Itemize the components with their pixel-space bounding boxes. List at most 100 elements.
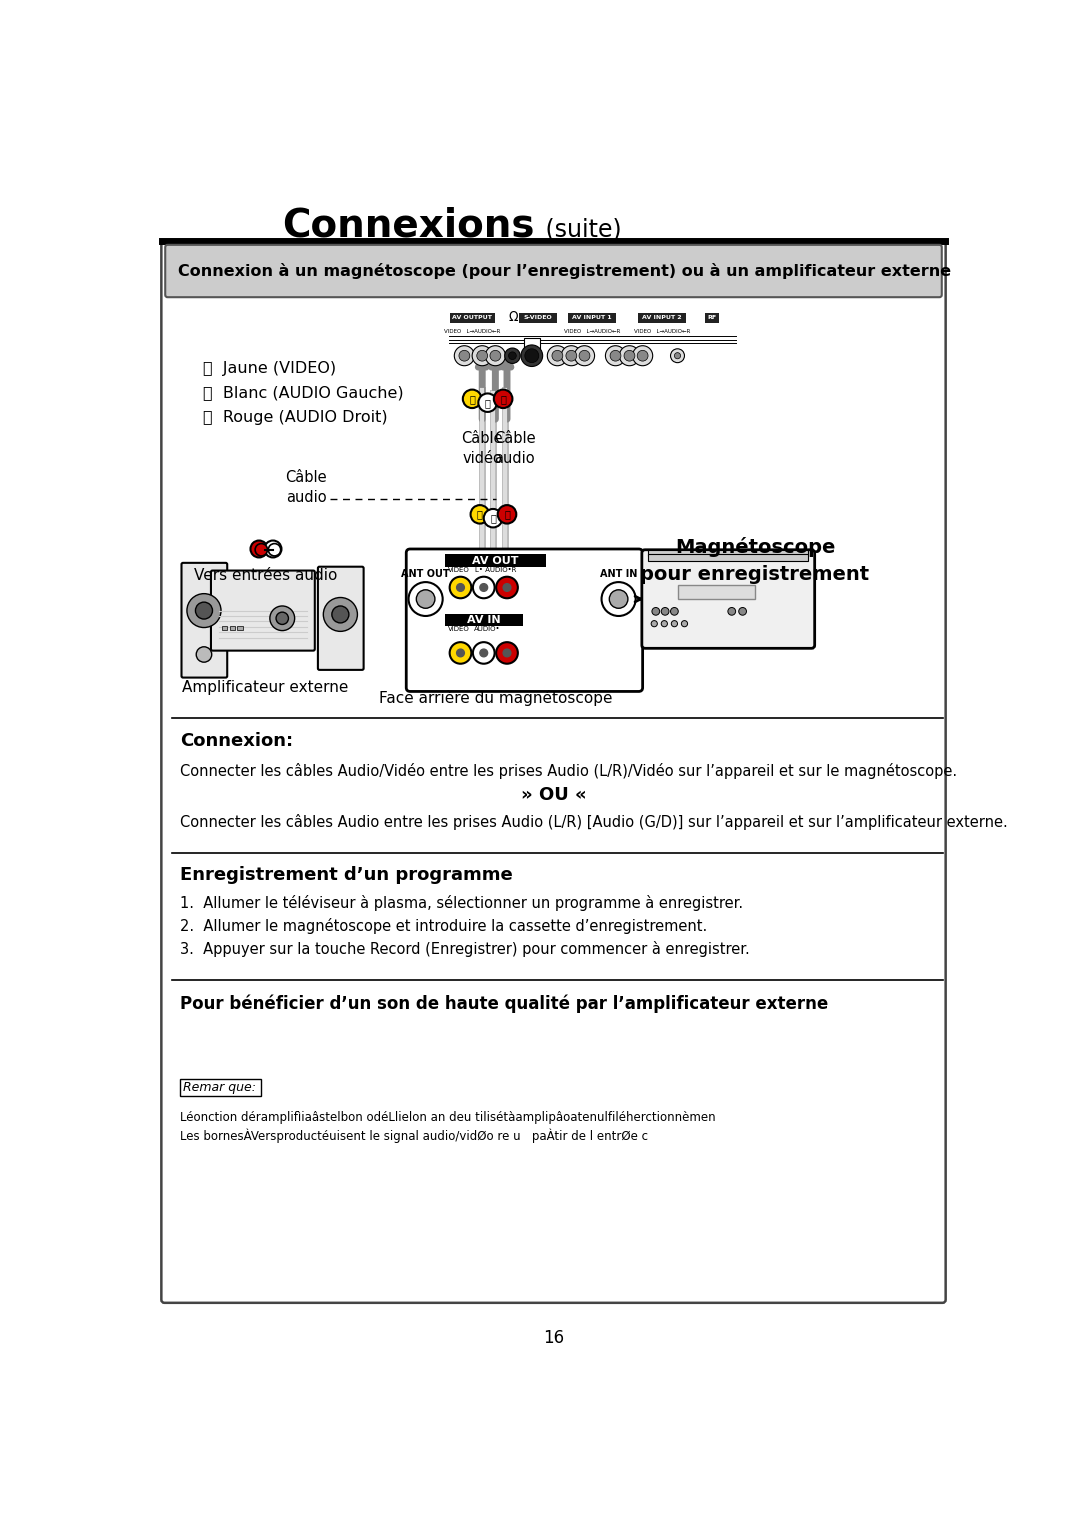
Bar (648, 550, 809, 556)
Circle shape (728, 608, 735, 615)
Text: 16: 16 (543, 1328, 564, 1347)
Text: VIDEO   L→AUDIO←R: VIDEO L→AUDIO←R (634, 330, 690, 334)
Circle shape (457, 649, 464, 657)
FancyBboxPatch shape (211, 571, 314, 651)
Bar (449, 313, 495, 324)
Text: Câble
audio: Câble audio (285, 470, 327, 505)
Circle shape (268, 544, 281, 556)
Bar (221, 626, 227, 629)
Circle shape (251, 541, 268, 557)
Text: Connecter les câbles Audio/Vidéo entre les prises Audio (L/R)/Vidéo sur l’appare: Connecter les câbles Audio/Vidéo entre l… (180, 764, 957, 779)
Circle shape (624, 350, 635, 360)
Circle shape (671, 348, 685, 362)
Circle shape (463, 389, 482, 408)
Text: VIDEO   L→AUDIO←R: VIDEO L→AUDIO←R (444, 330, 500, 334)
FancyBboxPatch shape (318, 567, 364, 670)
Text: (suite): (suite) (538, 217, 622, 241)
Text: RF: RF (707, 316, 717, 321)
Circle shape (606, 345, 625, 366)
Text: ⓦ: ⓦ (490, 513, 496, 524)
Text: AV IN: AV IN (467, 615, 500, 625)
Text: L• AUDIO•R: L• AUDIO•R (475, 567, 516, 573)
Circle shape (579, 350, 590, 360)
Bar (677, 585, 755, 599)
Bar (519, 313, 556, 324)
Text: Connexion à un magnétoscope (pour l’enregistrement) ou à un amplificateur extern: Connexion à un magnétoscope (pour l’enre… (177, 263, 950, 279)
Bar (445, 554, 545, 567)
Circle shape (661, 608, 669, 615)
Text: Connexions: Connexions (282, 206, 535, 244)
Circle shape (503, 649, 511, 657)
Circle shape (496, 577, 517, 599)
Circle shape (494, 389, 512, 408)
Bar (230, 626, 235, 629)
Bar (445, 614, 523, 626)
Text: VIDEO: VIDEO (448, 626, 470, 632)
Circle shape (610, 350, 621, 360)
Text: Amplificateur externe: Amplificateur externe (183, 680, 349, 695)
Circle shape (548, 345, 567, 366)
Circle shape (681, 620, 688, 626)
Circle shape (671, 608, 678, 615)
Circle shape (525, 348, 539, 362)
Text: ⓡ  Rouge (AUDIO Droit): ⓡ Rouge (AUDIO Droit) (203, 409, 388, 425)
Circle shape (496, 643, 517, 664)
Circle shape (195, 602, 213, 618)
Text: Remar que:: Remar que: (183, 1081, 256, 1093)
Text: S-VIDEO: S-VIDEO (524, 316, 552, 321)
Text: 1.  Allumer le téléviseur à plasma, sélectionner un programme à enregistrer.: 1. Allumer le téléviseur à plasma, sélec… (180, 895, 743, 912)
Circle shape (455, 345, 474, 366)
Text: ⓨ: ⓨ (469, 394, 475, 403)
Circle shape (484, 508, 502, 527)
Circle shape (602, 582, 636, 615)
FancyBboxPatch shape (161, 240, 946, 1303)
Bar (238, 626, 243, 629)
Circle shape (485, 345, 505, 366)
Text: VIDEO: VIDEO (448, 567, 470, 573)
Circle shape (476, 350, 488, 360)
Text: AV OUTPUT: AV OUTPUT (453, 316, 492, 321)
Circle shape (276, 612, 288, 625)
Bar (180, 1078, 261, 1096)
Circle shape (503, 583, 511, 591)
Circle shape (651, 620, 658, 626)
Text: Magnétoscope
pour enregistrement: Magnétoscope pour enregistrement (640, 538, 869, 583)
Text: ⓡ: ⓡ (504, 510, 510, 519)
Circle shape (661, 620, 667, 626)
Text: 3.  Appuyer sur la touche Record (Enregistrer) pour commencer à enregistrer.: 3. Appuyer sur la touche Record (Enregis… (180, 941, 750, 957)
Text: AV OUT: AV OUT (472, 556, 518, 565)
Text: Câble
audio: Câble audio (494, 432, 536, 466)
Text: » OU «: » OU « (521, 786, 586, 805)
Circle shape (674, 353, 680, 359)
Circle shape (332, 606, 349, 623)
Circle shape (575, 345, 595, 366)
Text: Enregistrement d’un programme: Enregistrement d’un programme (180, 866, 513, 884)
Circle shape (472, 345, 492, 366)
Text: AUDIO•: AUDIO• (474, 626, 501, 632)
Circle shape (473, 577, 495, 599)
Circle shape (457, 583, 464, 591)
Bar (568, 313, 617, 324)
Text: AV INPUT 2: AV INPUT 2 (643, 316, 681, 321)
Circle shape (633, 345, 652, 366)
Circle shape (509, 351, 516, 359)
Text: Câble
vidéo: Câble vidéo (461, 432, 503, 466)
Circle shape (187, 594, 221, 628)
Circle shape (504, 348, 521, 363)
Circle shape (521, 345, 542, 366)
Circle shape (408, 582, 443, 615)
Circle shape (270, 606, 295, 631)
Text: Pour bénéficier d’un son de haute qualité par l’amplificateur externe: Pour bénéficier d’un son de haute qualit… (180, 994, 828, 1012)
FancyBboxPatch shape (642, 550, 814, 649)
Circle shape (480, 649, 488, 657)
Text: ⓦ  Blanc (AUDIO Gauche): ⓦ Blanc (AUDIO Gauche) (203, 385, 404, 400)
Circle shape (255, 544, 268, 556)
Circle shape (672, 620, 677, 626)
Circle shape (197, 647, 212, 663)
Text: Ω: Ω (509, 312, 518, 325)
Circle shape (566, 350, 577, 360)
Text: ⓡ: ⓡ (500, 394, 507, 403)
Text: ⓨ: ⓨ (477, 510, 483, 519)
Text: Connexion:: Connexion: (180, 733, 293, 750)
Circle shape (265, 541, 282, 557)
